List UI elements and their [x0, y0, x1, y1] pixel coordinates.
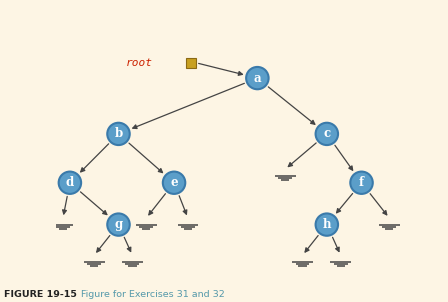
FancyBboxPatch shape	[186, 58, 196, 68]
Text: g: g	[114, 218, 123, 231]
Ellipse shape	[59, 172, 81, 194]
Ellipse shape	[315, 123, 338, 145]
Ellipse shape	[107, 214, 130, 236]
Ellipse shape	[315, 214, 338, 236]
Ellipse shape	[163, 172, 185, 194]
Ellipse shape	[246, 67, 269, 89]
Text: c: c	[323, 127, 330, 140]
Text: FIGURE 19-15: FIGURE 19-15	[4, 290, 78, 299]
Text: d: d	[66, 176, 74, 189]
Text: e: e	[170, 176, 178, 189]
Ellipse shape	[350, 172, 373, 194]
Text: Figure for Exercises 31 and 32: Figure for Exercises 31 and 32	[69, 290, 225, 299]
Text: a: a	[254, 72, 261, 85]
Text: root: root	[126, 58, 153, 68]
Text: f: f	[359, 176, 364, 189]
Text: b: b	[114, 127, 123, 140]
Text: h: h	[323, 218, 331, 231]
Ellipse shape	[107, 123, 130, 145]
